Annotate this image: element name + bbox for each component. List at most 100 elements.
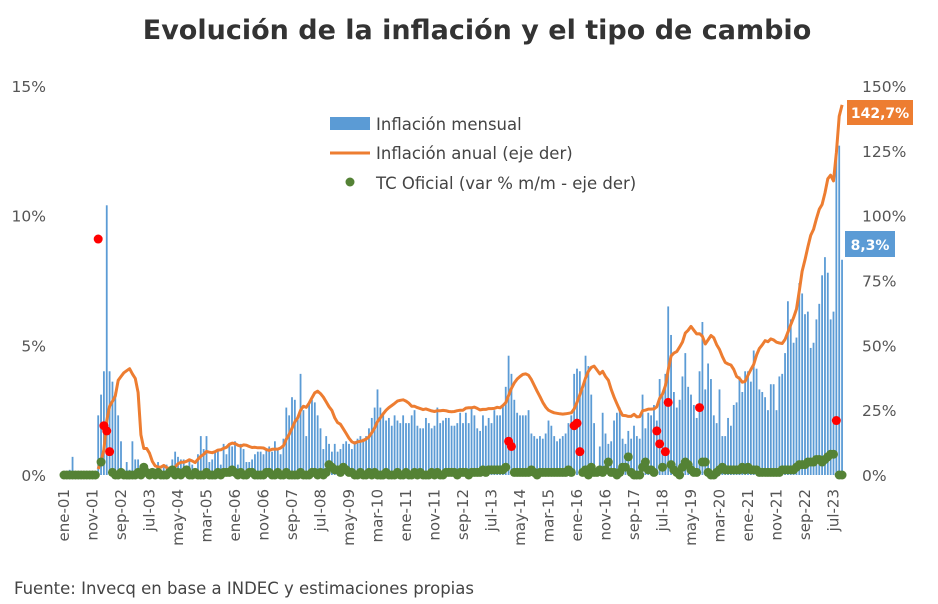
legend-swatch-monthly (330, 117, 370, 130)
monthly-bar (493, 410, 496, 475)
monthly-bar (111, 381, 114, 475)
monthly-bar (479, 430, 481, 475)
monthly-bar (784, 353, 786, 475)
monthly-bar (806, 311, 809, 475)
tc-dot-high (652, 426, 662, 436)
monthly-bar (254, 454, 256, 475)
monthly-bar (108, 371, 111, 475)
monthly-bar (462, 423, 464, 475)
x-tick-label: nov-21 (768, 489, 786, 541)
x-tick-label: ene-11 (397, 489, 415, 541)
monthly-bar (373, 407, 376, 475)
y-left-tick-label: 5% (21, 337, 46, 355)
tc-dot (649, 467, 659, 477)
monthly-bar (613, 420, 615, 475)
monthly-bar (698, 371, 701, 475)
tc-dot (692, 467, 702, 477)
monthly-bar (824, 257, 826, 475)
monthly-bar (427, 423, 430, 475)
monthly-bar (336, 451, 339, 475)
monthly-bar (732, 404, 735, 475)
monthly-bar (482, 415, 484, 475)
monthly-bar (559, 438, 561, 475)
x-tick-label: jul-13 (483, 489, 501, 532)
monthly-bar (821, 275, 823, 475)
monthly-bar (416, 425, 419, 475)
monthly-bar (604, 433, 607, 475)
monthly-bar (644, 428, 647, 475)
monthly-bar (499, 415, 501, 475)
x-tick-label: may-09 (340, 489, 358, 546)
tc-dot (658, 462, 667, 472)
monthly-bar (764, 397, 766, 475)
tc-dot-high (105, 447, 115, 457)
y-left-tick-label: 15% (12, 78, 46, 96)
monthly-bar (621, 438, 624, 475)
monthly-bar (436, 407, 439, 475)
x-tick-label: sep-02 (112, 489, 130, 540)
x-tick-label: sep-22 (796, 489, 814, 540)
x-tick-label: may-19 (682, 489, 700, 546)
monthly-bar (510, 373, 513, 475)
monthly-bar (259, 451, 262, 475)
monthly-bar (251, 459, 253, 475)
monthly-bar (393, 415, 396, 475)
monthly-bar (715, 423, 718, 475)
monthly-bar (818, 303, 821, 475)
tc-dot (501, 462, 511, 472)
monthly-bar (473, 415, 476, 475)
callout-monthly-value: 8,3% (851, 238, 890, 254)
monthly-bar (197, 454, 199, 475)
monthly-bar (653, 404, 655, 475)
monthly-bar (701, 321, 704, 475)
monthly-bar (311, 399, 313, 475)
monthly-bar (610, 441, 613, 475)
x-tick-label: ene-21 (739, 489, 757, 541)
monthly-bar (256, 451, 259, 475)
monthly-bar (815, 319, 818, 475)
monthly-bar (516, 412, 519, 475)
monthly-bar (581, 389, 584, 475)
monthly-bar (647, 412, 650, 475)
monthly-bar (288, 415, 291, 475)
x-axis: ene-01 nov-01 sep-02 jul-03 may-04 mar-05 ene-… (55, 489, 843, 546)
monthly-bar (513, 399, 516, 475)
monthly-bar (291, 397, 293, 475)
monthly-bar (650, 415, 652, 475)
tc-dot-high (575, 447, 585, 457)
monthly-bar (100, 394, 102, 475)
tc-dot (90, 470, 100, 480)
monthly-bar (125, 462, 128, 475)
monthly-bar (205, 436, 208, 475)
monthly-bar (792, 342, 795, 475)
monthly-bar (718, 389, 721, 475)
monthly-bar (496, 415, 499, 475)
monthly-bar (407, 423, 410, 475)
monthly-bar (353, 441, 356, 475)
monthly-bar (590, 394, 593, 475)
monthly-bar (208, 462, 211, 475)
tc-dot (603, 457, 613, 467)
monthly-bar (293, 399, 296, 475)
monthly-bar (365, 436, 367, 475)
monthly-bar (268, 446, 271, 475)
monthly-bar (105, 205, 108, 475)
monthly-bar (447, 417, 450, 475)
monthly-bar (217, 449, 219, 475)
monthly-bar (533, 436, 536, 475)
monthly-bar (507, 355, 510, 475)
monthly-bar (328, 443, 330, 475)
monthly-bar (710, 379, 712, 475)
monthly-bar (370, 417, 373, 475)
monthly-bar (262, 454, 265, 475)
monthly-bar (556, 441, 558, 475)
monthly-bar (678, 399, 681, 475)
x-tick-label: jul-03 (141, 489, 159, 532)
monthly-bar (302, 410, 305, 475)
monthly-bar (114, 392, 117, 475)
monthly-bar (772, 384, 775, 475)
monthly-bar (242, 449, 245, 475)
monthly-bar (239, 443, 242, 475)
tc-dot-high (660, 447, 670, 457)
